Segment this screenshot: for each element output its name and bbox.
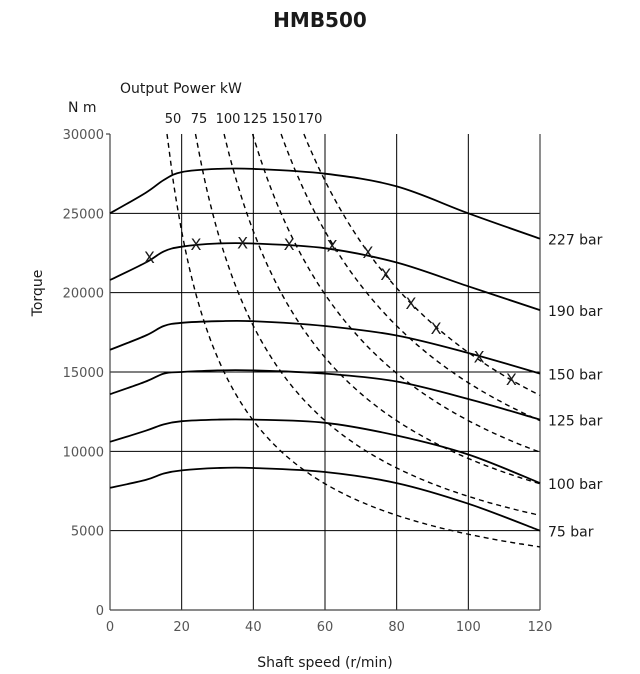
x-tick-label: 20: [173, 620, 190, 635]
x-marker: X: [380, 265, 391, 284]
x-marker: X: [506, 370, 517, 389]
x-tick-label: 120: [528, 620, 553, 635]
x-marker: X: [144, 248, 155, 267]
power-curve: [251, 133, 541, 453]
torque-curve: [109, 319, 541, 375]
y-tick-label: 0: [96, 604, 104, 619]
x-marker: X: [191, 235, 202, 254]
power-curve-label: 150: [272, 112, 297, 127]
torque-curve-label: 100 bar: [548, 477, 603, 493]
power-curve-label: 75: [191, 112, 208, 127]
y-tick-label: 15000: [63, 366, 104, 381]
torque-curve: [109, 418, 541, 484]
x-tick-label: 60: [317, 620, 334, 635]
x-marker: X: [431, 319, 442, 338]
torque-curve-label: 227 bar: [548, 233, 603, 249]
torque-curve-label: 150 bar: [548, 368, 603, 384]
power-curve-label: 50: [165, 112, 182, 127]
torque-curve-label: 75 bar: [548, 525, 594, 541]
x-marker: X: [474, 348, 485, 367]
power-curve-label: 170: [298, 112, 323, 127]
power-curve: [166, 133, 541, 548]
y-tick-label: 5000: [71, 525, 104, 540]
power-curve: [280, 133, 541, 422]
power-curve: [223, 133, 541, 485]
power-curve-label: 125: [243, 112, 268, 127]
power-axis-label: Output Power kW: [120, 81, 242, 97]
power-curve: [303, 133, 541, 397]
torque-curve-label: 125 bar: [548, 414, 603, 430]
chart-title: HMB500: [273, 8, 367, 32]
power-curve-label: 100: [216, 112, 241, 127]
y-tick-label: 20000: [63, 287, 104, 302]
x-marker: X: [406, 294, 417, 313]
torque-curve: [109, 466, 541, 532]
x-tick-label: 40: [245, 620, 262, 635]
x-marker: X: [237, 233, 248, 252]
torque-curve: [109, 369, 541, 421]
x-marker: X: [327, 237, 338, 256]
y-unit-label: N m: [68, 100, 97, 116]
torque-curve: [109, 242, 541, 311]
y-tick-label: 25000: [63, 207, 104, 222]
x-marker: X: [284, 235, 295, 254]
y-axis-label: Torque: [30, 270, 46, 318]
x-axis-label: Shaft speed (r/min): [257, 655, 393, 671]
torque-curve: [109, 167, 541, 240]
y-tick-label: 30000: [63, 128, 104, 143]
x-tick-label: 80: [388, 620, 405, 635]
x-tick-label: 0: [106, 620, 114, 635]
x-tick-label: 100: [456, 620, 481, 635]
power-curve: [194, 133, 541, 516]
y-tick-label: 10000: [63, 445, 104, 460]
x-marker: X: [363, 243, 374, 262]
torque-curve-label: 190 bar: [548, 304, 603, 320]
